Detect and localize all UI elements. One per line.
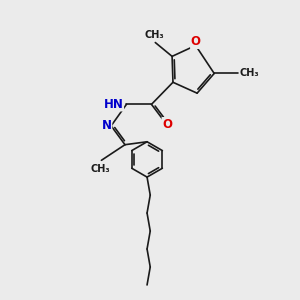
Text: CH₃: CH₃ xyxy=(239,68,259,78)
Text: CH₃: CH₃ xyxy=(145,30,164,40)
Text: CH₃: CH₃ xyxy=(90,164,110,174)
Text: O: O xyxy=(190,35,201,48)
Text: O: O xyxy=(162,118,172,130)
Text: HN: HN xyxy=(103,98,124,111)
Text: N: N xyxy=(102,119,112,132)
